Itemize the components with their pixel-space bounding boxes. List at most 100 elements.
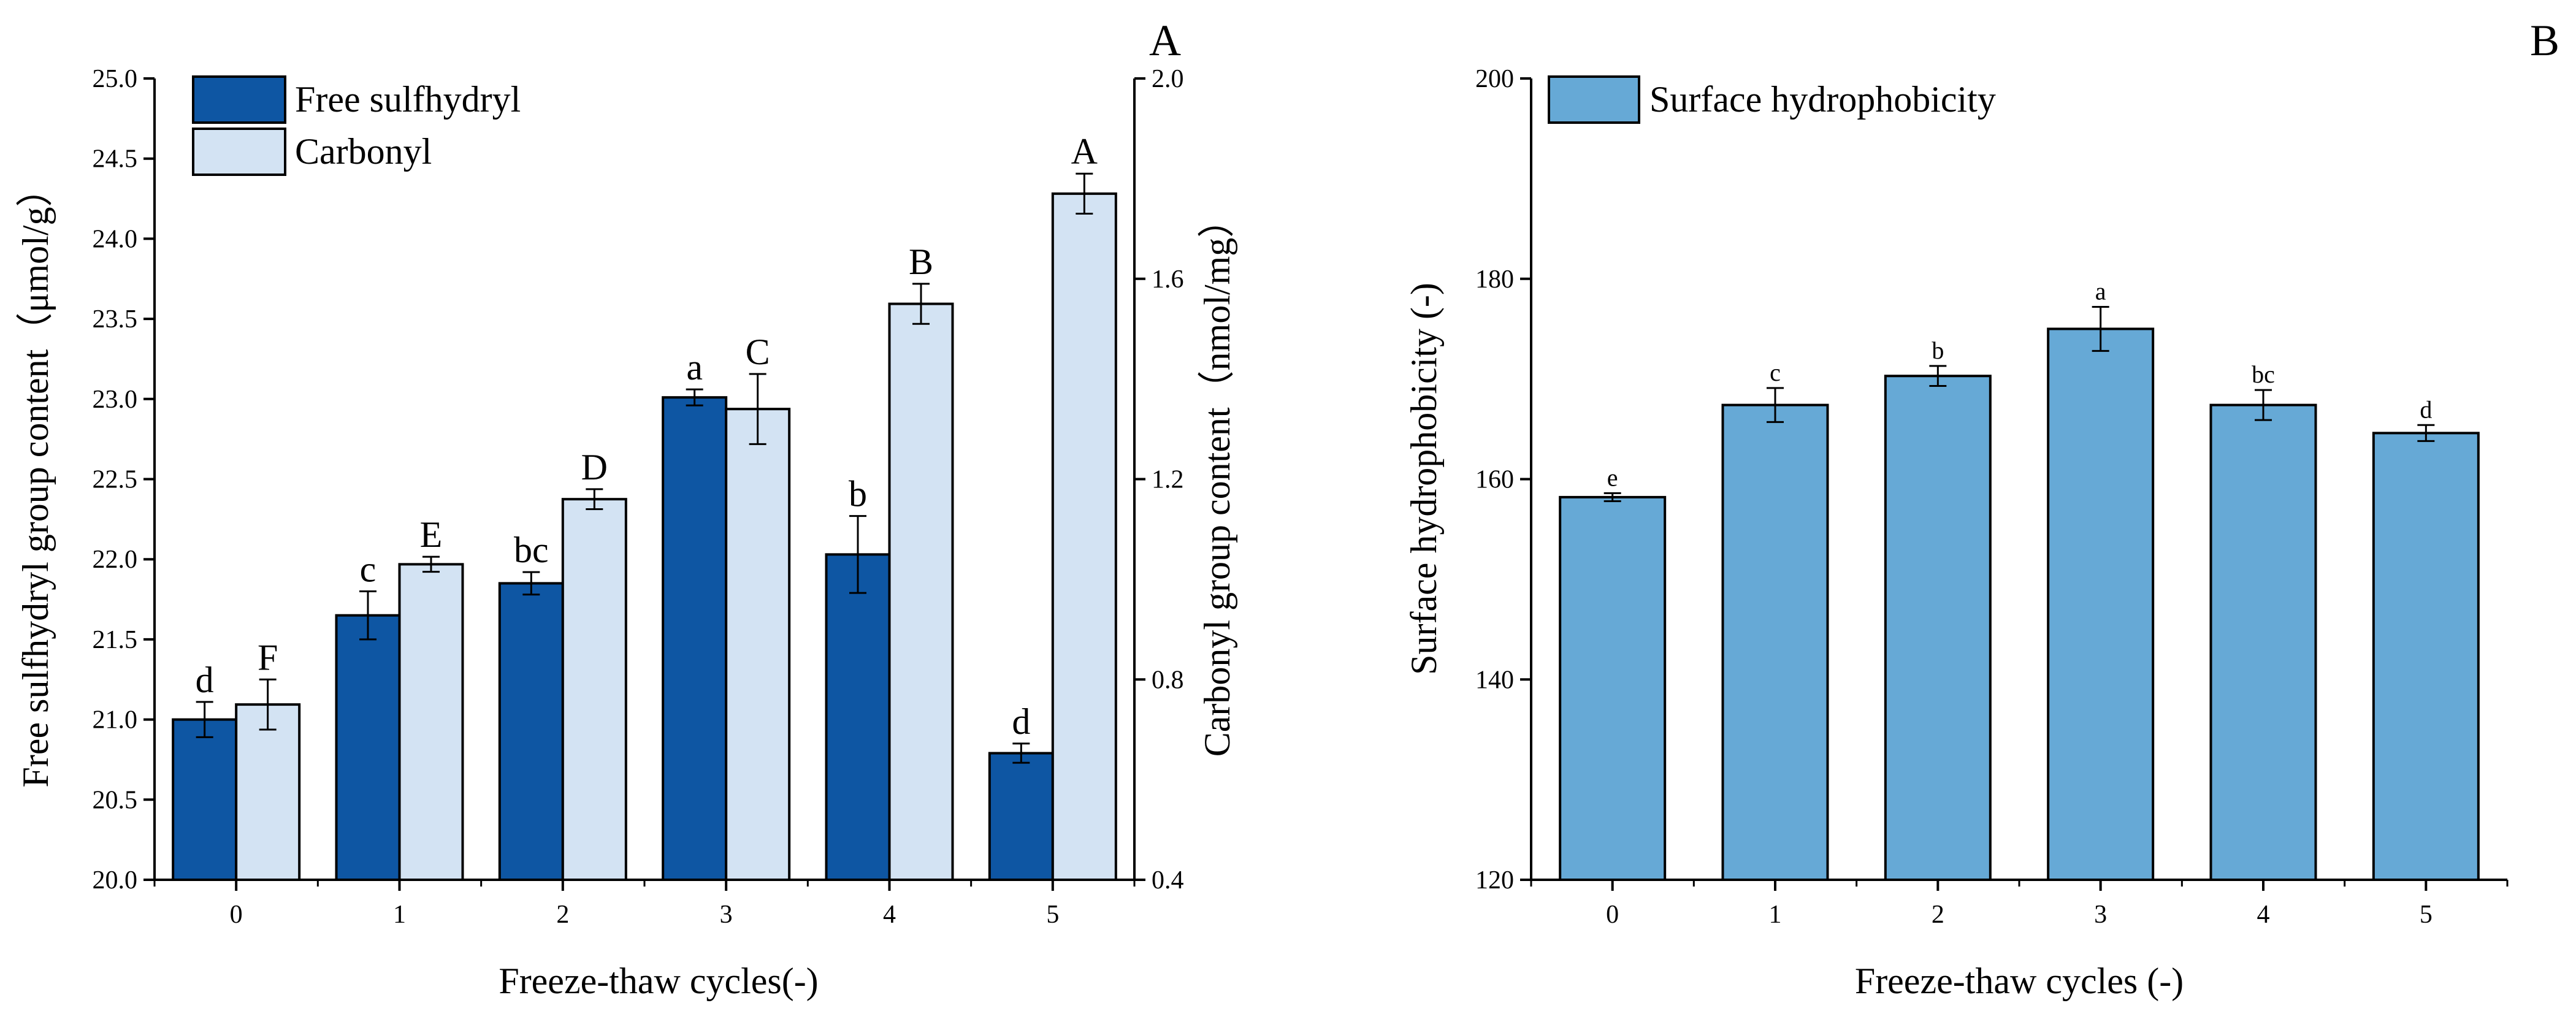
x-tick-label-4: 4 bbox=[2257, 901, 2270, 929]
x-tick-label-3: 3 bbox=[2094, 901, 2107, 929]
bar-free-sulfhydryl-0 bbox=[172, 718, 238, 881]
legend-label-free-sulfhydryl: Free sulfhydryl bbox=[295, 79, 521, 120]
significance-letter-carbonyl-1: E bbox=[420, 514, 443, 555]
x-tick-label-3: 3 bbox=[720, 901, 733, 929]
significance-letter-carbonyl-5: A bbox=[1071, 131, 1098, 172]
right-tick-label-1.2: 1.2 bbox=[1152, 466, 1184, 494]
panel-a-axes bbox=[153, 78, 1136, 881]
significance-letter-5: d bbox=[2420, 395, 2432, 423]
panel-a-right-axis-label: Carbonyl group content（nmol/mg） bbox=[1197, 201, 1237, 757]
panel-b-bars bbox=[1559, 327, 2480, 881]
panel-b-y-axis-label: Surface hydrophobicity (-) bbox=[1404, 283, 1444, 675]
left-tick-label-21.0: 21.0 bbox=[93, 706, 138, 734]
bar-carbonyl-2 bbox=[561, 498, 627, 881]
left-tick-label-21.5: 21.5 bbox=[93, 626, 138, 654]
panel-b-axes bbox=[1530, 78, 2507, 881]
legend-swatch-carbonyl bbox=[192, 128, 286, 176]
significance-letter-0: e bbox=[1607, 464, 1618, 491]
y-tick-label-140: 140 bbox=[1475, 666, 1514, 694]
x-tick-label-0: 0 bbox=[1606, 901, 1619, 929]
panel-a-label: A bbox=[1149, 16, 1181, 65]
legend-swatch-surface-hydrophobicity bbox=[1548, 75, 1640, 124]
x-tick-label-0: 0 bbox=[230, 901, 243, 929]
legend-swatch-free-sulfhydryl bbox=[192, 75, 286, 124]
y-tick-label-180: 180 bbox=[1475, 265, 1514, 294]
x-tick-label-1: 1 bbox=[393, 901, 406, 929]
left-tick-label-25.0: 25.0 bbox=[93, 65, 138, 93]
legend-item-carbonyl: Carbonyl bbox=[192, 128, 432, 176]
legend-label-carbonyl: Carbonyl bbox=[295, 131, 432, 172]
bar-free-sulfhydryl-3 bbox=[662, 396, 728, 881]
panel-b-error-bars bbox=[1603, 305, 2435, 502]
significance-letter-free-sulfhydryl-5: d bbox=[1012, 701, 1030, 742]
left-tick-label-22.0: 22.0 bbox=[93, 546, 138, 574]
x-tick-label-2: 2 bbox=[556, 901, 569, 929]
bar-free-sulfhydryl-4 bbox=[825, 553, 891, 881]
x-tick-label-4: 4 bbox=[883, 901, 896, 929]
bar-surface-hydrophobicity-3 bbox=[2047, 327, 2155, 881]
significance-letter-free-sulfhydryl-3: a bbox=[686, 347, 703, 387]
legend-label-surface-hydrophobicity: Surface hydrophobicity bbox=[1649, 79, 1996, 120]
significance-letter-free-sulfhydryl-0: d bbox=[196, 660, 214, 700]
significance-letter-carbonyl-3: C bbox=[746, 332, 770, 372]
panel-a-bars bbox=[172, 192, 1117, 882]
panel-b-label: B bbox=[2530, 16, 2559, 65]
bar-surface-hydrophobicity-5 bbox=[2372, 432, 2480, 881]
bar-carbonyl-1 bbox=[398, 563, 464, 881]
left-tick-label-22.5: 22.5 bbox=[93, 466, 138, 494]
significance-letter-carbonyl-4: B bbox=[909, 242, 933, 282]
significance-letter-free-sulfhydryl-1: c bbox=[360, 549, 376, 589]
left-tick-label-20.5: 20.5 bbox=[93, 786, 138, 814]
x-tick-label-5: 5 bbox=[2420, 901, 2433, 929]
bar-free-sulfhydryl-5 bbox=[988, 752, 1054, 882]
left-tick-label-24.5: 24.5 bbox=[93, 145, 138, 174]
panel-a-error-bars bbox=[196, 172, 1093, 764]
x-tick-label-2: 2 bbox=[1932, 901, 1944, 929]
right-tick-label-1.6: 1.6 bbox=[1152, 265, 1184, 294]
bar-carbonyl-3 bbox=[725, 408, 791, 881]
significance-letter-free-sulfhydryl-2: bc bbox=[514, 530, 549, 570]
right-tick-label-0.4: 0.4 bbox=[1152, 866, 1184, 895]
panel-a-left-axis-label: Free sulfhydryl group content（μmol/g） bbox=[15, 170, 56, 787]
bar-carbonyl-4 bbox=[888, 302, 954, 881]
bar-free-sulfhydryl-2 bbox=[498, 582, 564, 881]
significance-letter-2: b bbox=[1932, 337, 1944, 364]
panel-a-legend: Free sulfhydryl Carbonyl bbox=[192, 75, 521, 176]
bar-free-sulfhydryl-1 bbox=[335, 614, 401, 881]
left-tick-label-23.5: 23.5 bbox=[93, 305, 138, 334]
panel-a-x-axis-label: Freeze-thaw cycles(-) bbox=[499, 961, 818, 1001]
left-tick-label-23.0: 23.0 bbox=[93, 386, 138, 414]
panel-a-left-ticks: 20.0 20.5 21.0 21.5 22.0 22.5 23.0 23.5 24.0 24.5… bbox=[93, 65, 155, 895]
x-tick-label-5: 5 bbox=[1046, 901, 1059, 929]
significance-letter-carbonyl-2: D bbox=[581, 447, 608, 487]
significance-letter-4: bc bbox=[2252, 360, 2275, 388]
y-tick-label-120: 120 bbox=[1475, 866, 1514, 895]
panel-b-significance-letters: e c b a bc d bbox=[1607, 277, 2433, 491]
panel-b-x-ticks: 0 1 2 3 4 5 bbox=[1530, 880, 2509, 929]
y-tick-label-160: 160 bbox=[1475, 466, 1514, 494]
significance-letter-1: c bbox=[1770, 359, 1781, 386]
panel-b-legend: Surface hydrophobicity bbox=[1548, 75, 1996, 124]
left-tick-label-24.0: 24.0 bbox=[93, 225, 138, 253]
panel-a-right-ticks: 0.4 0.8 1.2 1.6 2.0 bbox=[1134, 65, 1184, 895]
y-tick-label-200: 200 bbox=[1475, 65, 1514, 93]
x-tick-label-1: 1 bbox=[1769, 901, 1782, 929]
bar-surface-hydrophobicity-1 bbox=[1721, 403, 1829, 881]
right-tick-label-2.0: 2.0 bbox=[1152, 65, 1184, 93]
bar-surface-hydrophobicity-0 bbox=[1559, 495, 1667, 881]
bar-carbonyl-0 bbox=[235, 703, 301, 881]
panel-b: B e c b a bc d 120 140 160 180 200 0 1 2 3 4 5 Freeze-… bbox=[1404, 16, 2559, 1001]
left-tick-label-20.0: 20.0 bbox=[93, 866, 138, 895]
panel-a-significance-letters: d c bc a b d F E D C B A bbox=[196, 131, 1098, 742]
significance-letter-free-sulfhydryl-4: b bbox=[849, 474, 867, 514]
legend-item-free-sulfhydryl: Free sulfhydryl bbox=[192, 75, 521, 124]
bar-surface-hydrophobicity-2 bbox=[1884, 375, 1992, 881]
panel-b-x-axis-label: Freeze-thaw cycles (-) bbox=[1855, 961, 2184, 1001]
significance-letter-3: a bbox=[2095, 277, 2106, 305]
bar-carbonyl-5 bbox=[1051, 192, 1117, 882]
significance-letter-carbonyl-0: F bbox=[258, 637, 278, 677]
panel-a-x-ticks: 0 1 2 3 4 5 bbox=[153, 880, 1136, 929]
